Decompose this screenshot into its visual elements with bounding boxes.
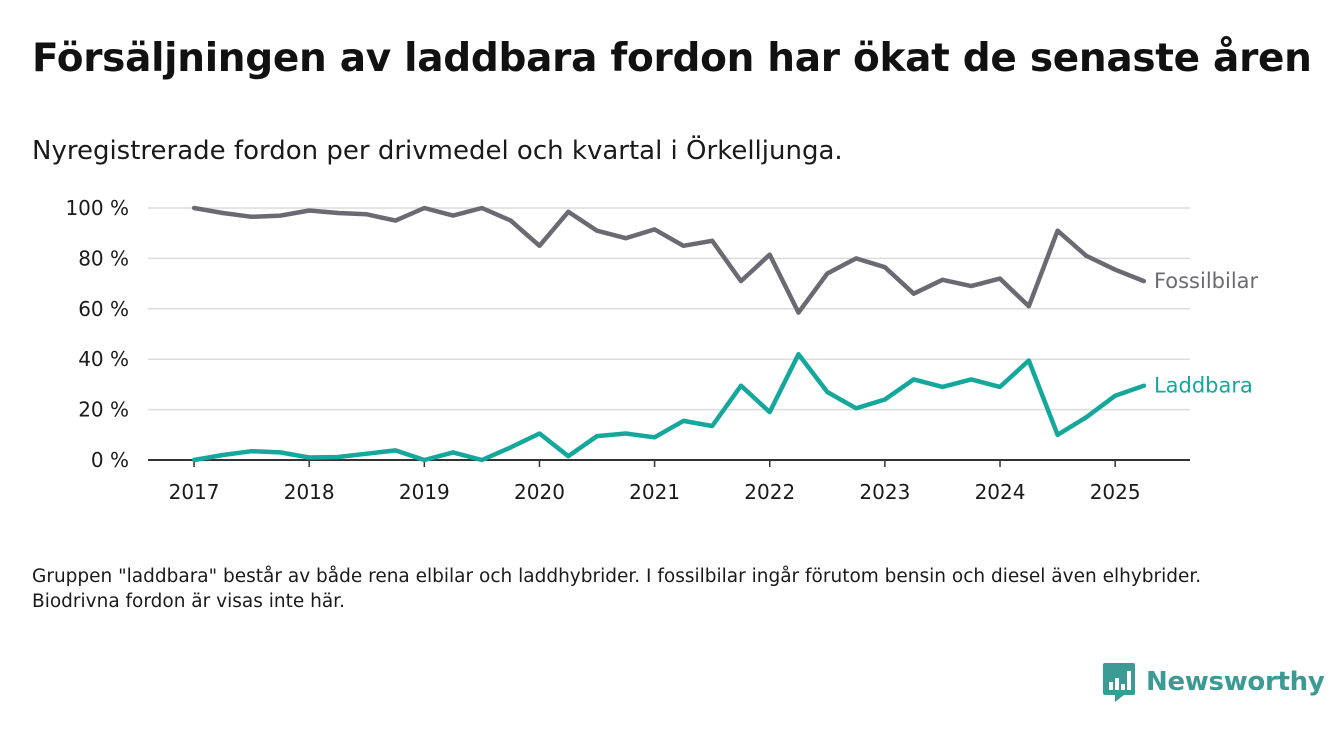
brand-name: Newsworthy (1146, 667, 1325, 697)
series-label-laddbara: Laddbara (1154, 374, 1253, 398)
y-tick-label: 20 % (78, 398, 129, 422)
x-tick-label: 2022 (744, 480, 795, 504)
newsworthy-logo-icon (1103, 663, 1135, 702)
x-tick-label: 2019 (399, 480, 450, 504)
series-line-laddbara (191, 351, 1147, 463)
x-tick-label: 2024 (975, 480, 1026, 504)
y-tick-label: 40 % (78, 347, 129, 371)
x-tick-label: 2023 (859, 480, 910, 504)
chart-subtitle: Nyregistrerade fordon per drivmedel och … (32, 136, 843, 166)
y-tick-label: 0 % (91, 448, 129, 472)
series-line-fossilbilar (191, 205, 1147, 315)
x-tick-label: 2025 (1090, 480, 1141, 504)
y-tick-label: 80 % (78, 246, 129, 270)
x-tick-label: 2021 (629, 480, 680, 504)
gridlines (148, 207, 1190, 411)
y-axis-tick-labels: 0 % 20 % 40 % 60 % 80 % 100 % (65, 196, 129, 472)
series-lines (191, 205, 1147, 463)
series-label-fossilbilar: Fossilbilar (1154, 269, 1259, 293)
y-tick-label: 60 % (78, 297, 129, 321)
series-labels: Fossilbilar Laddbara (1154, 269, 1259, 398)
y-tick-label: 100 % (65, 196, 129, 220)
x-tick-label: 2020 (514, 480, 565, 504)
x-tick-label: 2018 (284, 480, 335, 504)
brand-logo[interactable]: Newsworthy (1102, 661, 1325, 703)
chart-title: Försäljningen av laddbara fordon har öka… (32, 36, 1312, 81)
x-tick-label: 2017 (169, 480, 220, 504)
footnote: Gruppen "laddbara" består av både rena e… (32, 566, 1202, 612)
x-axis: 2017 2018 2019 2020 2021 2022 2023 2024 2025 (148, 459, 1190, 504)
line-chart: 0 % 20 % 40 % 60 % 80 % 100 % 2017 2018 2019 202… (65, 196, 1259, 504)
